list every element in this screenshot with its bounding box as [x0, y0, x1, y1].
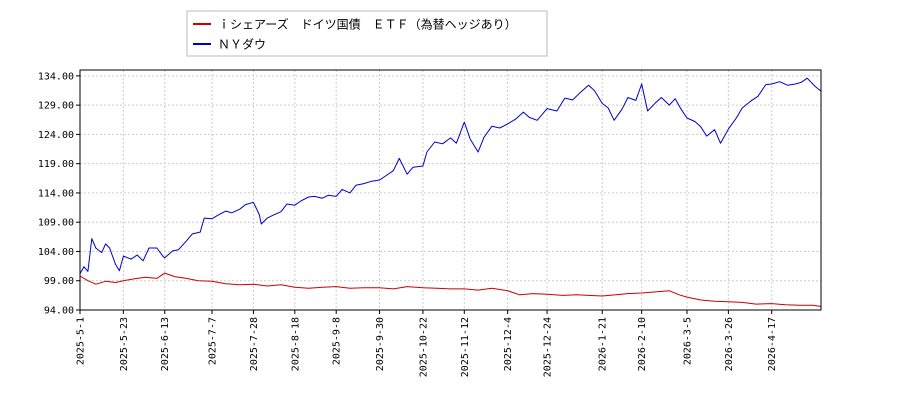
x-tick-label: 2025-11-12 — [460, 317, 471, 377]
x-tick-label: 2025-12-4 — [503, 317, 514, 371]
x-tick-label: 2025-6-13 — [160, 317, 171, 371]
x-tick-label: 2026-3-26 — [724, 317, 735, 371]
legend-label-0: ｉシェアーズ ドイツ国債 ＥＴＦ（為替ヘッジあり） — [218, 17, 517, 32]
x-axis-ticks: 2025-5-1 2025-5-23 2025-6-13 2025-7-7 2025-7… — [76, 310, 778, 377]
y-tick-label: 109.00 — [38, 218, 74, 229]
x-tick-label: 2026-2-10 — [637, 317, 648, 371]
x-tick-label: 2025-10-22 — [418, 317, 429, 377]
x-tick-label: 2026-1-21 — [598, 317, 609, 371]
series-line-0 — [79, 272, 822, 307]
x-tick-label: 2025-8-18 — [290, 317, 301, 371]
y-axis-ticks: 94.00 99.00 104.00 109.00 114.00 119.00 124.00… — [38, 71, 80, 317]
y-tick-label: 119.00 — [38, 159, 74, 170]
x-tick-label: 2026-3-5 — [682, 317, 693, 365]
y-tick-label: 104.00 — [38, 247, 74, 258]
x-tick-label: 2025-7-28 — [249, 317, 260, 371]
y-tick-label: 124.00 — [38, 130, 74, 141]
series-line-1 — [79, 77, 822, 274]
x-tick-label: 2025-7-7 — [208, 317, 219, 365]
legend-box — [186, 10, 548, 57]
y-tick-label: 99.00 — [44, 276, 74, 287]
legend-label-1: ＮＹダウ — [218, 37, 266, 52]
y-tick-label: 129.00 — [38, 101, 74, 112]
x-tick-label: 2025-5-1 — [76, 317, 87, 365]
x-tick-label: 2025-9-8 — [332, 317, 343, 365]
plot-frame — [79, 69, 822, 311]
y-tick-label: 114.00 — [38, 188, 74, 199]
x-tick-label: 2025-5-23 — [119, 317, 130, 371]
gridlines — [79, 70, 821, 311]
series-lines — [79, 77, 822, 307]
x-tick-label: 2025-9-30 — [375, 317, 386, 371]
y-tick-label: 94.00 — [44, 306, 74, 317]
x-tick-label: 2025-12-24 — [543, 317, 554, 377]
x-tick-label: 2026-4-17 — [767, 317, 778, 371]
y-tick-label: 134.00 — [38, 71, 74, 82]
legend: ｉシェアーズ ドイツ国債 ＥＴＦ（為替ヘッジあり） ＮＹダウ — [186, 10, 548, 57]
